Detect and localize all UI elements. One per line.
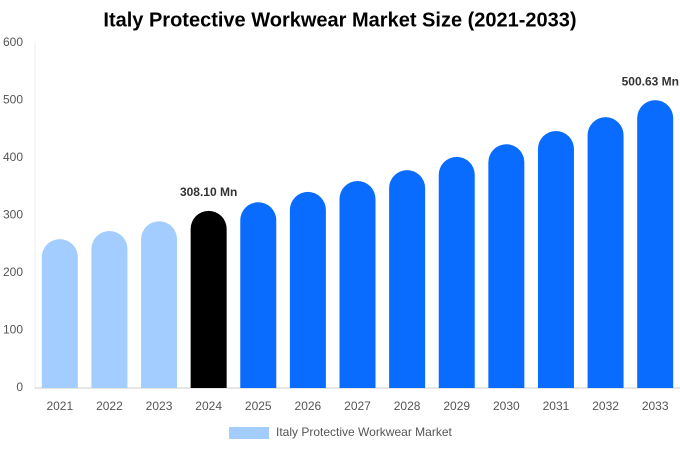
x-tick-label: 2030 xyxy=(493,399,520,413)
bar xyxy=(240,202,277,388)
x-tick-label: 2029 xyxy=(443,399,470,413)
legend-label: Italy Protective Workwear Market xyxy=(276,425,452,439)
y-tick-label: 600 xyxy=(3,35,23,49)
bar xyxy=(389,170,426,388)
bar xyxy=(339,181,376,388)
bar xyxy=(587,117,624,389)
x-tick-label: 2022 xyxy=(96,399,123,413)
x-tick-label: 2026 xyxy=(295,399,322,413)
bar xyxy=(91,231,128,388)
bar xyxy=(488,144,525,388)
bar xyxy=(537,130,574,388)
x-tick-label: 2028 xyxy=(394,399,421,413)
x-tick-label: 2032 xyxy=(592,399,619,413)
bar xyxy=(289,191,326,388)
y-tick-label: 100 xyxy=(3,323,23,337)
bar xyxy=(141,221,178,388)
bar xyxy=(438,156,475,388)
y-tick-label: 500 xyxy=(3,93,23,107)
bar xyxy=(637,100,674,388)
legend-swatch xyxy=(229,427,269,439)
y-tick-label: 400 xyxy=(3,150,23,164)
y-tick-label: 0 xyxy=(16,380,23,394)
x-tick-label: 2031 xyxy=(543,399,570,413)
x-tick-label: 2024 xyxy=(195,399,222,413)
bar xyxy=(41,239,78,388)
value-label: 308.10 Mn xyxy=(180,185,237,199)
value-label: 500.63 Mn xyxy=(622,74,679,88)
x-tick-label: 2033 xyxy=(642,399,669,413)
x-tick-label: 2025 xyxy=(245,399,272,413)
x-tick-label: 2021 xyxy=(46,399,73,413)
x-tick-label: 2027 xyxy=(344,399,371,413)
bar xyxy=(190,210,227,388)
chart-title: Italy Protective Workwear Market Size (2… xyxy=(103,9,576,31)
x-tick-label: 2023 xyxy=(146,399,173,413)
y-tick-label: 300 xyxy=(3,208,23,222)
y-tick-label: 200 xyxy=(3,265,23,279)
